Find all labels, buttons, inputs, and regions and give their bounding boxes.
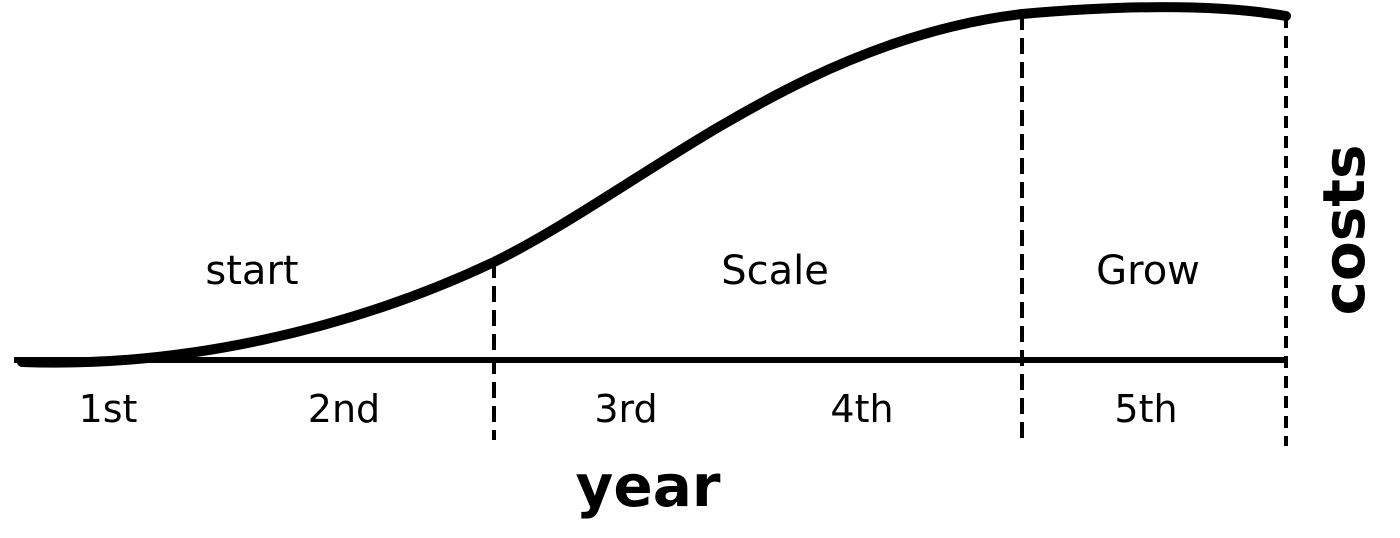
phase-label-grow: Grow	[1096, 248, 1200, 294]
y-axis-title: costs	[1310, 145, 1378, 316]
x-axis-title: year	[576, 452, 721, 520]
year-label-1st: 1st	[79, 387, 138, 431]
phase-label-scale: Scale	[721, 248, 829, 294]
phase-label-start: start	[205, 248, 298, 294]
year-label-2nd: 2nd	[308, 387, 380, 431]
cost-curve	[17, 2, 1291, 368]
year-label-4th: 4th	[830, 387, 893, 431]
year-label-5th: 5th	[1114, 387, 1177, 431]
year-label-3rd: 3rd	[594, 387, 657, 431]
